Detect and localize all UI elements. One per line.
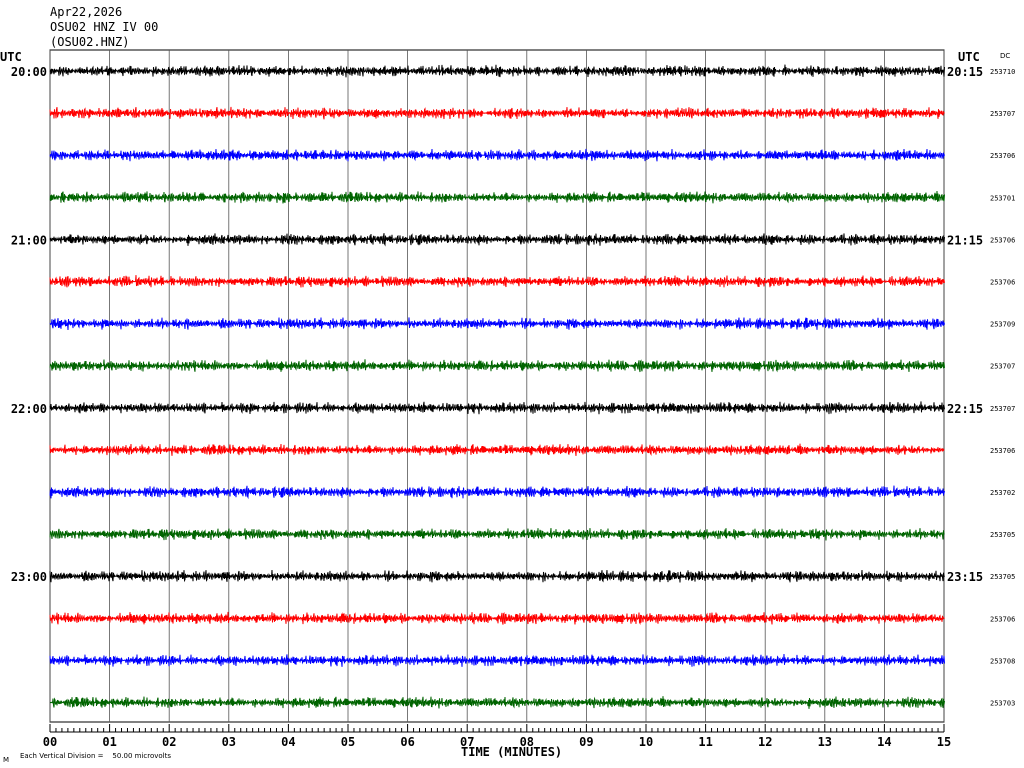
trace-line xyxy=(49,233,945,247)
left-hour-label: 20:00 xyxy=(11,65,47,79)
corner-mark: M xyxy=(3,756,10,764)
dc-offset-label: 253706 xyxy=(990,615,1015,623)
dc-offset-label: 253707 xyxy=(990,363,1015,371)
x-tick-label: 14 xyxy=(877,735,891,749)
x-tick-label: 09 xyxy=(579,735,593,749)
dc-offset-label: 253709 xyxy=(990,321,1015,329)
scale-note: Each Vertical Division = 50.00 microvolt… xyxy=(20,752,172,760)
x-tick-label: 15 xyxy=(937,735,951,749)
x-tick-label: 06 xyxy=(400,735,414,749)
trace-line xyxy=(49,696,945,709)
x-tick-label: 05 xyxy=(341,735,355,749)
dc-label: DC xyxy=(1000,52,1011,60)
dc-offset-label: 253703 xyxy=(990,700,1015,708)
time-labels: 20:00 21:00 22:00 23:00 20:15 21:15 22:15 23:15… xyxy=(11,65,1015,708)
trace-line xyxy=(49,485,945,500)
trace-line xyxy=(49,275,945,288)
header-station-line: OSU02 HNZ IV 00 xyxy=(50,20,159,34)
trace-line xyxy=(49,190,945,204)
x-tick-label: 00 xyxy=(43,735,57,749)
minute-grid xyxy=(49,49,945,723)
x-tick-label: 10 xyxy=(639,735,653,749)
right-hour-label: 22:15 xyxy=(947,402,983,416)
trace-line xyxy=(49,401,945,415)
dc-offset-label: 253707 xyxy=(990,405,1015,413)
trace-line xyxy=(49,317,945,331)
trace-line xyxy=(49,64,945,78)
left-hour-label: 21:00 xyxy=(11,233,47,247)
header-station-code: (OSU02.HNZ) xyxy=(50,35,130,49)
x-tick-label: 02 xyxy=(162,735,176,749)
trace-line xyxy=(49,653,945,667)
dc-offset-label: 253702 xyxy=(990,489,1015,497)
dc-offset-label: 253706 xyxy=(990,447,1015,455)
x-tick-label: 12 xyxy=(758,735,772,749)
dc-offset-label: 253710 xyxy=(990,68,1015,76)
trace-line xyxy=(49,359,945,373)
right-hour-label: 21:15 xyxy=(947,233,983,247)
x-tick-label: 04 xyxy=(281,735,295,749)
right-hour-label: 20:15 xyxy=(947,65,983,79)
trace-line xyxy=(49,611,945,625)
dc-offset-label: 253708 xyxy=(990,657,1015,665)
time-axis: 00 01 02 03 04 05 06 07 08 09 10 11 12 13 14 15 xyxy=(43,724,951,749)
dc-offset-label: 253706 xyxy=(990,152,1015,160)
dc-offset-label: 253706 xyxy=(990,236,1015,244)
seismic-traces xyxy=(49,64,945,709)
header-date: Apr22,2026 xyxy=(50,5,123,19)
trace-line xyxy=(49,106,945,120)
trace-line xyxy=(49,569,945,583)
trace-line xyxy=(49,443,945,457)
dc-offset-label: 253705 xyxy=(990,531,1015,539)
x-tick-label: 01 xyxy=(102,735,116,749)
left-utc-label: UTC xyxy=(0,50,22,64)
x-tick-label: 08 xyxy=(520,735,534,749)
x-tick-label: 11 xyxy=(698,735,712,749)
dc-offset-label: 253701 xyxy=(990,194,1015,202)
trace-line xyxy=(49,528,945,541)
trace-line xyxy=(49,148,945,162)
dc-offset-label: 253707 xyxy=(990,110,1015,118)
dc-offset-label: 253706 xyxy=(990,279,1015,287)
x-tick-label: 13 xyxy=(818,735,832,749)
dc-offset-label: 253705 xyxy=(990,573,1015,581)
left-hour-label: 23:00 xyxy=(11,570,47,584)
x-axis-title: TIME (MINUTES) xyxy=(461,745,563,759)
right-utc-label: UTC xyxy=(958,50,980,64)
x-tick-label: 03 xyxy=(222,735,236,749)
left-hour-label: 22:00 xyxy=(11,402,47,416)
right-hour-label: 23:15 xyxy=(947,570,983,584)
x-tick-label: 07 xyxy=(460,735,474,749)
